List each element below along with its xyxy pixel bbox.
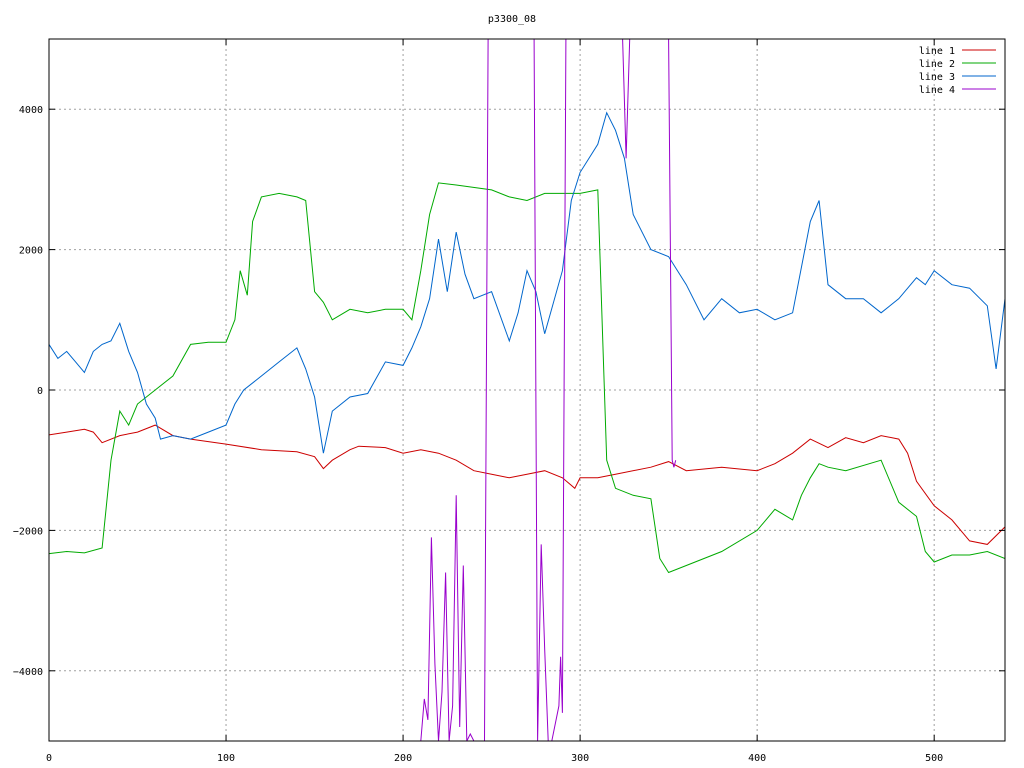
y-tick-label: 0 bbox=[37, 386, 43, 397]
legend-label: line 1 bbox=[919, 46, 955, 57]
legend: line 1 line 2 line 3 line 4 bbox=[919, 46, 996, 96]
x-tick-label: 300 bbox=[571, 753, 589, 764]
y-tick-label: −4000 bbox=[13, 667, 43, 678]
legend-label: line 4 bbox=[919, 85, 955, 96]
series-line-3 bbox=[49, 111, 1005, 454]
grid bbox=[49, 39, 1005, 741]
x-tick-label: 400 bbox=[748, 753, 766, 764]
y-tick-label: 4000 bbox=[19, 105, 43, 116]
series-line-4 bbox=[420, 39, 677, 741]
chart-title: p3300_08 bbox=[488, 14, 536, 25]
y-tick-label: 2000 bbox=[19, 246, 43, 257]
legend-label: line 3 bbox=[919, 72, 955, 83]
series-line-2 bbox=[49, 182, 1005, 574]
axis-ticks bbox=[48, 39, 1005, 741]
x-tick-label: 200 bbox=[394, 753, 412, 764]
x-tick-label: 100 bbox=[217, 753, 235, 764]
x-tick-label: 500 bbox=[925, 753, 943, 764]
y-tick-label: −2000 bbox=[13, 526, 43, 537]
legend-label: line 2 bbox=[919, 59, 955, 70]
series-group bbox=[49, 39, 1005, 741]
tick-labels: 0 100 200 300 400 500 −4000 −2000 0 2000 4000 bbox=[13, 105, 943, 764]
x-tick-label: 0 bbox=[46, 753, 52, 764]
